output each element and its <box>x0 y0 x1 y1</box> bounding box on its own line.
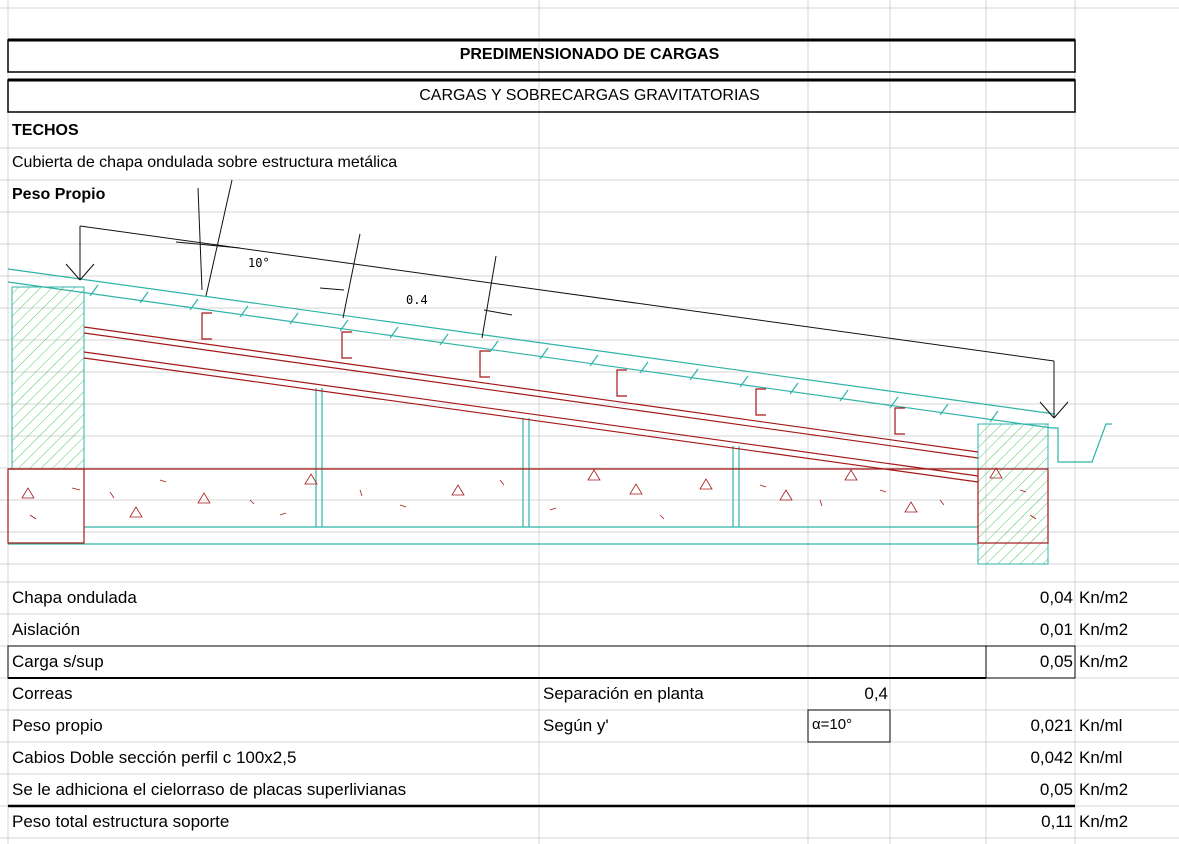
row-label: Correas <box>12 684 73 703</box>
concrete-speckle <box>21 467 1037 520</box>
angle-annotation: 10° <box>248 256 270 270</box>
row-label: Peso total estructura soporte <box>12 812 230 831</box>
row-value: 0,01 <box>1039 620 1073 639</box>
page-subtitle: CARGAS Y SOBRECARGAS GRAVITATORIAS <box>419 87 760 104</box>
roof-section-drawing <box>7 179 1112 565</box>
row-mid-label: Según y' <box>543 716 609 735</box>
row-label: Chapa ondulada <box>12 588 137 607</box>
subsection-heading: Peso Propio <box>12 186 106 203</box>
row-value: 0,05 <box>1039 780 1073 799</box>
row-mid-label: Separación en planta <box>543 684 704 703</box>
table-borders <box>7 645 1076 808</box>
dimension-lines <box>65 179 1069 419</box>
page-title: PREDIMENSIONADO DE CARGAS <box>459 46 720 63</box>
row-value: 0,021 <box>1030 716 1073 735</box>
row-unit: Kn/m2 <box>1079 588 1129 607</box>
row-unit: Kn/m2 <box>1079 652 1129 671</box>
spacing-annotation: 0.4 <box>406 293 428 307</box>
row-mid-value: α=10° <box>812 716 853 733</box>
row-label: Cabios Doble sección perfil c 100x2,5 <box>12 748 297 767</box>
section-heading: TECHOS <box>12 122 79 139</box>
title-borders <box>7 38 1076 113</box>
row-unit: Kn/m2 <box>1079 620 1129 639</box>
row-unit: Kn/m2 <box>1079 812 1129 831</box>
row-unit: Kn/m2 <box>1079 780 1129 799</box>
row-value: 0,042 <box>1030 748 1073 767</box>
row-label: Se le adhiciona el cielorraso de placas … <box>12 780 407 799</box>
row-mid-value: 0,4 <box>864 684 888 703</box>
row-unit: Kn/ml <box>1079 716 1123 735</box>
row-label: Carga s/sup <box>12 652 104 671</box>
row-value: 0,04 <box>1039 588 1073 607</box>
row-value: 0,11 <box>1041 812 1073 831</box>
roof-description: Cubierta de chapa ondulada sobre estruct… <box>12 154 398 171</box>
row-unit: Kn/ml <box>1079 748 1123 767</box>
row-value: 0,05 <box>1039 652 1073 671</box>
row-label: Peso propio <box>12 716 103 735</box>
row-label: Aislación <box>12 620 81 639</box>
